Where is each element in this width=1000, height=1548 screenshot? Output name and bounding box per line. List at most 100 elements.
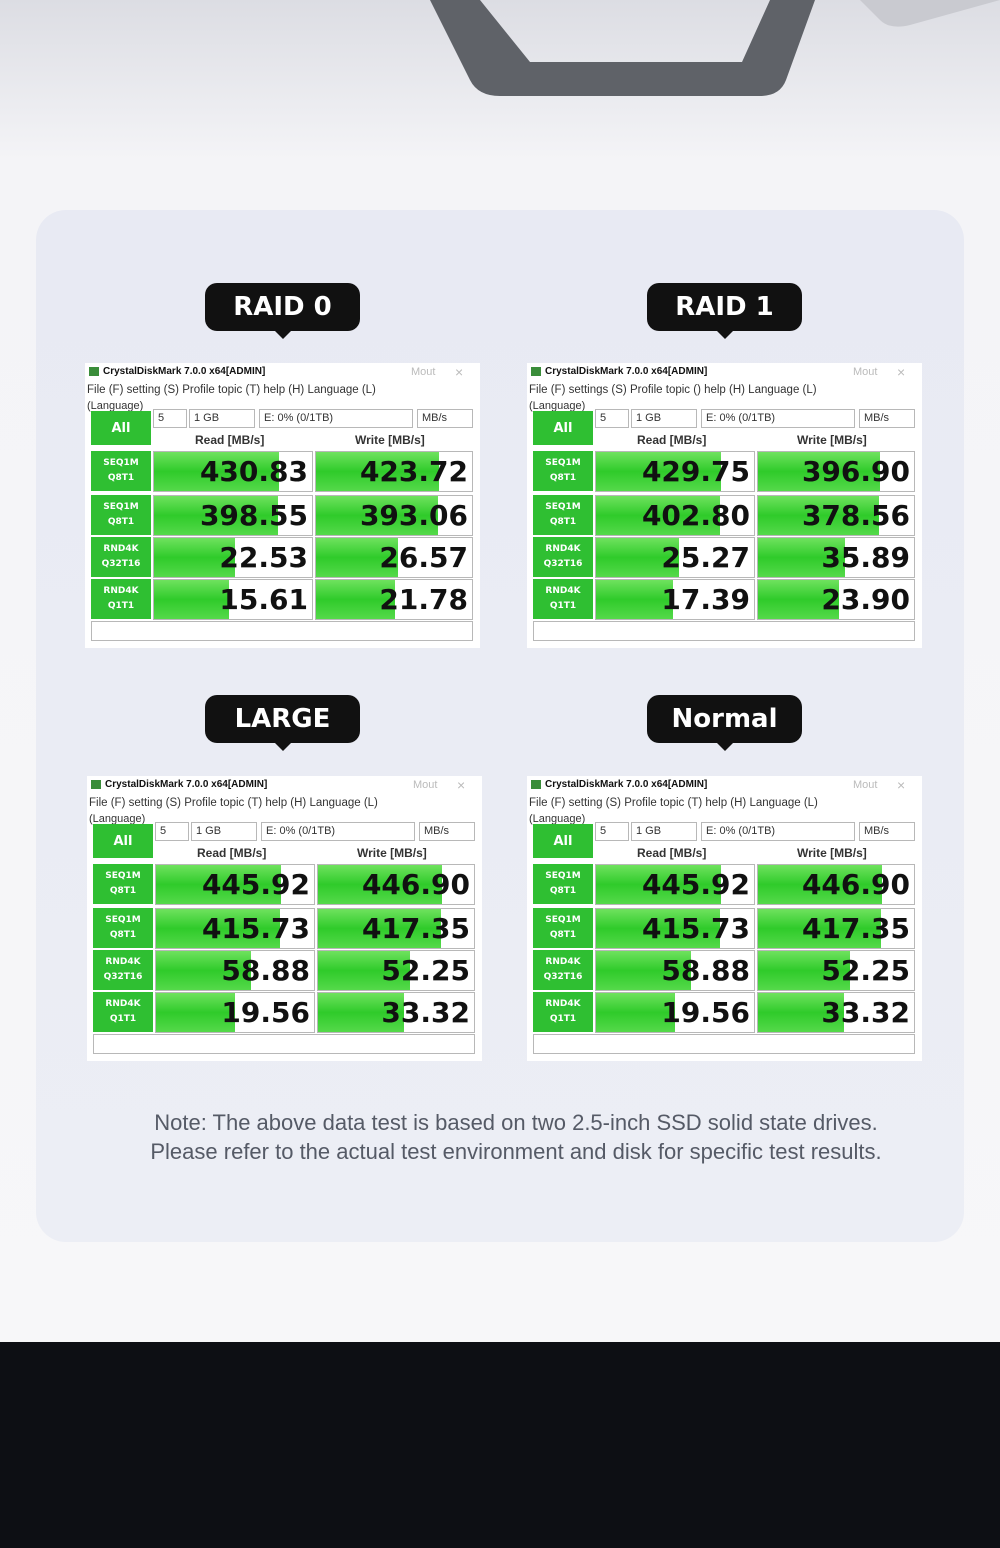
dropdown-size[interactable]: 1 GB: [631, 822, 697, 841]
test-queue: Q32T16: [543, 972, 583, 982]
read-value: 415.73: [201, 912, 310, 945]
dropdown-drive[interactable]: E: 0% (0/1TB): [701, 822, 855, 841]
dropdown-count[interactable]: 5: [595, 409, 629, 428]
window-title: CrystalDiskMark 7.0.0 x64[ADMIN]: [105, 779, 268, 790]
close-button[interactable]: ×: [897, 364, 906, 380]
menu-language[interactable]: (Language): [529, 400, 586, 412]
dropdown-unit[interactable]: MB/s: [859, 822, 915, 841]
read-bar: [154, 580, 230, 619]
test-type: RND4K: [545, 586, 581, 596]
dropdown-size[interactable]: 1 GB: [189, 409, 255, 428]
all-button[interactable]: All: [533, 824, 593, 858]
write-bar: [758, 865, 882, 904]
dropdown-unit[interactable]: MB/s: [417, 409, 473, 428]
write-bar: [758, 993, 844, 1032]
write-cell: 378.56: [757, 495, 915, 536]
menu-bar[interactable]: File (F) setting (S) Profile topic (T) h…: [529, 797, 818, 809]
minimize-label[interactable]: Mout: [413, 779, 438, 791]
test-name: RND4K Q1T1: [533, 579, 593, 619]
read-value: 17.39: [661, 583, 750, 616]
window-title: CrystalDiskMark 7.0.0 x64[ADMIN]: [103, 366, 266, 377]
minimize-label[interactable]: Mout: [853, 779, 878, 791]
test-type: SEQ1M: [103, 502, 139, 512]
dropdown-drive[interactable]: E: 0% (0/1TB): [261, 822, 415, 841]
menu-language[interactable]: (Language): [529, 813, 586, 825]
app-icon: [91, 780, 101, 789]
read-bar: [596, 452, 721, 491]
menu-bar[interactable]: File (F) setting (S) Profile topic (T) h…: [87, 384, 376, 396]
dropdown-size[interactable]: 1 GB: [631, 409, 697, 428]
dropdown-count[interactable]: 5: [153, 409, 187, 428]
write-cell: 33.32: [317, 992, 475, 1033]
menu-bar[interactable]: File (F) setting (S) Profile topic (T) h…: [89, 797, 378, 809]
read-value: 398.55: [199, 499, 308, 532]
read-bar: [596, 909, 721, 948]
write-bar: [318, 865, 442, 904]
read-value: 445.92: [641, 868, 750, 901]
write-bar: [316, 580, 396, 619]
section-label: RAID 1: [647, 283, 802, 339]
test-name: SEQ1M Q8T1: [533, 908, 593, 948]
write-value: 446.90: [801, 868, 910, 901]
app-icon: [531, 367, 541, 376]
comment-box[interactable]: [533, 621, 915, 641]
dropdown-drive[interactable]: E: 0% (0/1TB): [259, 409, 413, 428]
read-cell: 17.39: [595, 579, 755, 620]
write-cell: 33.32: [757, 992, 915, 1033]
test-name: SEQ1M Q8T1: [91, 495, 151, 535]
all-button[interactable]: All: [533, 411, 593, 445]
test-queue: Q32T16: [543, 559, 583, 569]
dropdown-count[interactable]: 5: [155, 822, 189, 841]
test-type: RND4K: [103, 586, 139, 596]
menu-bar[interactable]: File (F) settings (S) Profile topic () h…: [529, 384, 817, 396]
dropdown-unit[interactable]: MB/s: [419, 822, 475, 841]
test-queue: Q8T1: [109, 886, 137, 896]
test-name: RND4K Q1T1: [91, 579, 151, 619]
test-type: RND4K: [105, 957, 141, 967]
comment-box[interactable]: [93, 1034, 475, 1054]
all-button[interactable]: All: [93, 824, 153, 858]
dropdown-size[interactable]: 1 GB: [191, 822, 257, 841]
test-queue: Q8T1: [549, 473, 577, 483]
write-cell: 393.06: [315, 495, 473, 536]
read-value: 58.88: [221, 954, 310, 987]
write-value: 393.06: [359, 499, 468, 532]
test-queue: Q32T16: [103, 972, 143, 982]
read-bar: [596, 993, 675, 1032]
read-cell: 415.73: [155, 908, 315, 949]
write-value: 417.35: [801, 912, 910, 945]
write-value: 417.35: [361, 912, 470, 945]
minimize-label[interactable]: Mout: [411, 366, 436, 378]
close-button[interactable]: ×: [897, 777, 906, 793]
test-name: RND4K Q32T16: [91, 537, 151, 577]
dropdown-unit[interactable]: MB/s: [859, 409, 915, 428]
dropdown-count[interactable]: 5: [595, 822, 629, 841]
read-header: Read [MB/s]: [637, 433, 707, 447]
write-header: Write [MB/s]: [797, 846, 867, 860]
close-button[interactable]: ×: [455, 364, 464, 380]
write-cell: 446.90: [317, 864, 475, 905]
read-value: 19.56: [661, 996, 750, 1029]
all-button[interactable]: All: [91, 411, 151, 445]
menu-language[interactable]: (Language): [89, 813, 146, 825]
read-cell: 430.83: [153, 451, 313, 492]
read-value: 15.61: [219, 583, 308, 616]
read-value: 19.56: [221, 996, 310, 1029]
menu-language[interactable]: (Language): [87, 400, 144, 412]
read-value: 429.75: [641, 455, 750, 488]
write-value: 396.90: [801, 455, 910, 488]
close-button[interactable]: ×: [457, 777, 466, 793]
comment-box[interactable]: [91, 621, 473, 641]
read-value: 415.73: [641, 912, 750, 945]
note: Note: The above data test is based on tw…: [150, 1110, 882, 1164]
read-value: 22.53: [219, 541, 308, 574]
test-queue: Q8T1: [109, 930, 137, 940]
read-value: 25.27: [661, 541, 750, 574]
read-bar: [596, 538, 679, 577]
read-header: Read [MB/s]: [197, 846, 267, 860]
comment-box[interactable]: [533, 1034, 915, 1054]
minimize-label[interactable]: Mout: [853, 366, 878, 378]
dropdown-drive[interactable]: E: 0% (0/1TB): [701, 409, 855, 428]
read-cell: 445.92: [155, 864, 315, 905]
read-cell: 19.56: [155, 992, 315, 1033]
